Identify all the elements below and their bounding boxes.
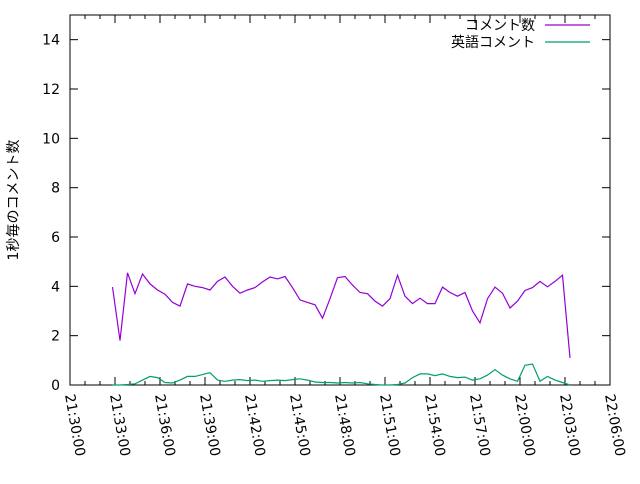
series-line-2	[112, 363, 571, 386]
legend-label: 英語コメント	[451, 34, 535, 51]
y-tick-label: 4	[51, 279, 60, 295]
y-tick-label: 2	[51, 329, 60, 345]
series-line-1	[111, 272, 571, 358]
x-tick-label: 21:45:00	[286, 393, 313, 458]
plot-border	[69, 14, 611, 386]
x-tick-label: 21:36:00	[151, 393, 178, 458]
y-tick-label: 12	[42, 82, 60, 98]
x-tick-label: 21:39:00	[196, 393, 223, 458]
x-tick-label: 21:51:00	[376, 393, 403, 458]
x-tick-label: 21:42:00	[241, 393, 268, 458]
y-tick-label: 8	[51, 181, 60, 197]
legend-label: コメント数	[465, 18, 535, 34]
x-tick-label: 21:33:00	[106, 393, 133, 458]
x-tick-label: 21:48:00	[331, 393, 358, 458]
y-tick-label: 0	[51, 378, 60, 394]
x-tick-label: 22:06:00	[601, 393, 628, 458]
y-tick-label: 6	[51, 230, 60, 246]
x-tick-label: 21:54:00	[421, 393, 448, 458]
y-axis-label: 1秒毎のコメント数	[6, 140, 22, 261]
y-tick-label: 10	[42, 131, 60, 147]
x-tick-label: 21:57:00	[466, 393, 493, 458]
y-tick-label: 14	[42, 33, 60, 49]
x-tick-label: 22:03:00	[556, 393, 583, 458]
x-tick-label: 22:00:00	[511, 393, 538, 458]
x-tick-label: 21:30:00	[61, 393, 88, 458]
